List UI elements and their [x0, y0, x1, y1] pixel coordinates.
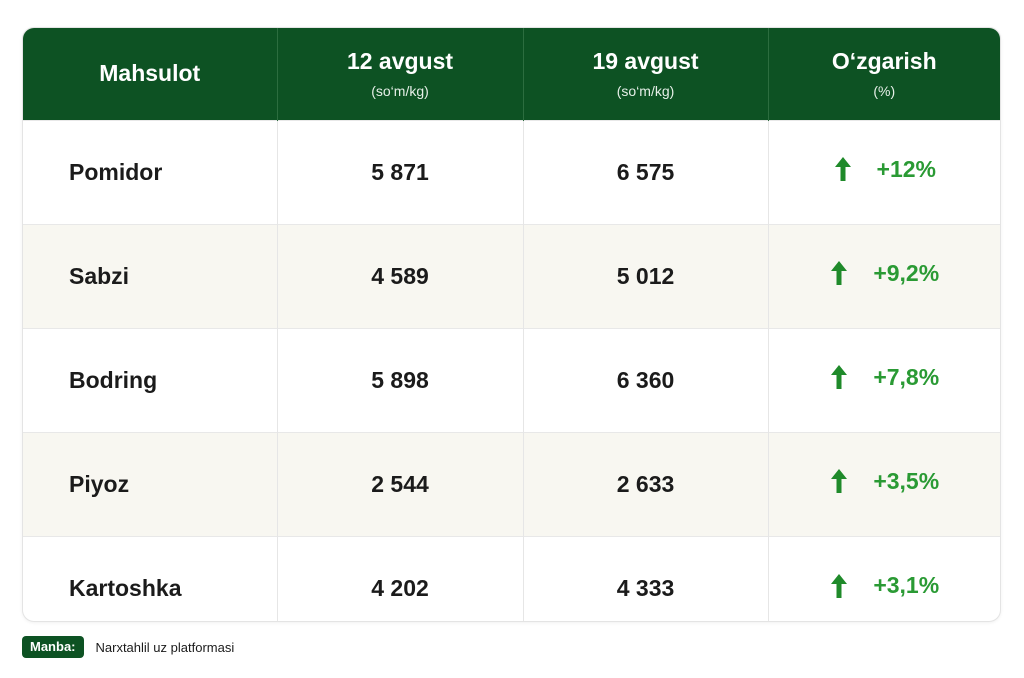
source-note: Manba: Narxtahlil uz platformasi	[22, 636, 234, 658]
change-cell: +3,5%	[767, 431, 1000, 536]
header-aug19: 19 avgust (so‘m/kg)	[522, 28, 768, 120]
aug12-price-cell: 4 202	[276, 535, 523, 621]
source-label: Manba:	[22, 636, 84, 658]
change-value: +3,5%	[873, 467, 940, 494]
change-cell: +12%	[767, 119, 1000, 224]
arrow-up-icon	[831, 469, 848, 494]
aug19-price-cell: 4 333	[522, 535, 768, 621]
aug19-price-cell: 6 360	[522, 327, 768, 432]
header-product-label: Mahsulot	[99, 60, 201, 87]
aug12-price-cell: 4 589	[276, 223, 523, 328]
source-text: Narxtahlil uz platformasi	[95, 639, 235, 655]
header-aug19-unit: (so‘m/kg)	[616, 83, 675, 100]
arrow-up-icon	[831, 365, 848, 390]
table-row: Kartoshka 4 202 4 333 +3,1%	[23, 535, 1000, 621]
table-row: Bodring 5 898 6 360 +7,8%	[23, 327, 1000, 432]
product-cell: Kartoshka	[23, 535, 277, 621]
arrow-up-icon	[831, 261, 848, 286]
header-change-label: O‘zgarish	[831, 48, 937, 75]
aug12-price-cell: 2 544	[276, 431, 523, 536]
aug19-price-cell: 2 633	[522, 431, 768, 536]
header-aug19-label: 19 avgust	[592, 48, 699, 75]
product-cell: Pomidor	[23, 119, 277, 224]
header-aug12-unit: (so‘m/kg)	[371, 83, 429, 100]
change-value: +12%	[876, 155, 936, 182]
header-change-unit: (%)	[873, 83, 896, 100]
product-cell: Piyoz	[23, 431, 277, 536]
table-header: Mahsulot 12 avgust (so‘m/kg) 19 avgust (…	[23, 28, 1000, 120]
price-table-card: Mahsulot 12 avgust (so‘m/kg) 19 avgust (…	[22, 27, 1001, 622]
change-value: +9,2%	[873, 259, 940, 286]
aug19-price-cell: 6 575	[522, 119, 768, 224]
aug19-price-cell: 5 012	[522, 223, 768, 328]
change-value: +7,8%	[873, 363, 940, 390]
header-product: Mahsulot	[23, 28, 277, 120]
product-cell: Sabzi	[23, 223, 277, 328]
arrow-up-icon	[831, 573, 848, 598]
table-row: Sabzi 4 589 5 012 +9,2%	[23, 223, 1000, 328]
change-value: +3,1%	[873, 572, 940, 598]
header-aug12-label: 12 avgust	[346, 48, 454, 75]
header-change: O‘zgarish (%)	[767, 28, 1000, 120]
change-cell: +9,2%	[767, 223, 1000, 328]
change-cell: +7,8%	[767, 327, 1000, 432]
aug12-price-cell: 5 898	[276, 327, 523, 432]
table-row: Pomidor 5 871 6 575 +12%	[23, 119, 1000, 224]
table-row: Piyoz 2 544 2 633 +3,5%	[23, 431, 1000, 536]
header-aug12: 12 avgust (so‘m/kg)	[276, 28, 523, 120]
header-row: Mahsulot 12 avgust (so‘m/kg) 19 avgust (…	[23, 28, 1000, 120]
arrow-up-icon	[834, 157, 851, 182]
aug12-price-cell: 5 871	[276, 119, 523, 224]
table-body: Pomidor 5 871 6 575 +12% Sabzi 4 589 5 0…	[23, 119, 1000, 621]
price-table: Mahsulot 12 avgust (so‘m/kg) 19 avgust (…	[23, 28, 1000, 621]
product-cell: Bodring	[23, 327, 277, 432]
change-cell: +3,1%	[767, 535, 1000, 621]
